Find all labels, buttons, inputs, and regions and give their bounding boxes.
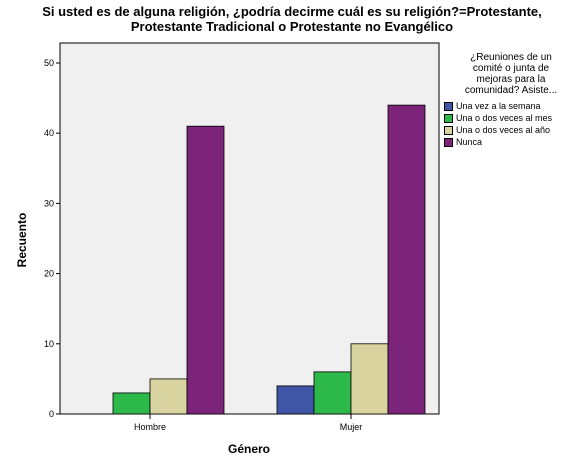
legend-item: Una o dos veces al año bbox=[444, 124, 578, 136]
legend-item: Nunca bbox=[444, 136, 578, 148]
bar bbox=[112, 392, 151, 415]
axes-group: 0 10 20 30 40 50 Hombre Mujer bbox=[44, 58, 362, 432]
chart-title-line-2: Protestante Tradicional o Protestante no… bbox=[130, 19, 454, 34]
x-axis-title: Género bbox=[228, 442, 270, 456]
y-tick-label: 20 bbox=[44, 269, 54, 279]
legend-label: Una o dos veces al mes bbox=[456, 113, 553, 123]
x-tick-label: Hombre bbox=[134, 422, 166, 432]
y-axis-title: Recuento bbox=[15, 213, 29, 268]
legend: ¿Reuniones de un comité o junta de mejor… bbox=[444, 52, 578, 148]
legend-swatch bbox=[444, 125, 453, 135]
legend-label: Una vez a la semana bbox=[456, 101, 541, 111]
chart-title-line-1: Si usted es de alguna religión, ¿podría … bbox=[42, 4, 542, 19]
legend-swatch bbox=[444, 101, 453, 111]
bar bbox=[350, 343, 389, 415]
legend-label: Una o dos veces al año bbox=[456, 125, 551, 135]
legend-swatch bbox=[444, 137, 453, 147]
y-tick-label: 10 bbox=[44, 339, 54, 349]
chart-title: Si usted es de alguna religión, ¿podría … bbox=[0, 4, 584, 34]
y-tick-label: 40 bbox=[44, 128, 54, 138]
legend-label: Nunca bbox=[456, 137, 483, 147]
legend-items: Una vez a la semana Una o dos veces al me… bbox=[444, 100, 578, 148]
legend-title-line: comunidad? Asiste... bbox=[464, 85, 558, 96]
bar bbox=[276, 385, 315, 415]
legend-title: ¿Reuniones de un comité o junta de mejor… bbox=[444, 52, 578, 96]
bar bbox=[313, 371, 352, 415]
legend-item: Una o dos veces al mes bbox=[444, 112, 578, 124]
legend-item: Una vez a la semana bbox=[444, 100, 578, 112]
legend-title-line: mejoras para la bbox=[476, 74, 546, 85]
bars-group bbox=[112, 104, 426, 415]
bar bbox=[149, 378, 188, 415]
legend-title-line: ¿Reuniones de un bbox=[470, 52, 552, 63]
x-tick-label: Mujer bbox=[340, 422, 363, 432]
y-tick-label: 0 bbox=[49, 409, 54, 419]
bar bbox=[387, 104, 426, 415]
legend-title-line: comité o junta de bbox=[472, 63, 550, 74]
bar bbox=[186, 125, 225, 415]
y-tick-label: 30 bbox=[44, 198, 54, 208]
legend-swatch bbox=[444, 113, 453, 123]
y-tick-label: 50 bbox=[44, 58, 54, 68]
